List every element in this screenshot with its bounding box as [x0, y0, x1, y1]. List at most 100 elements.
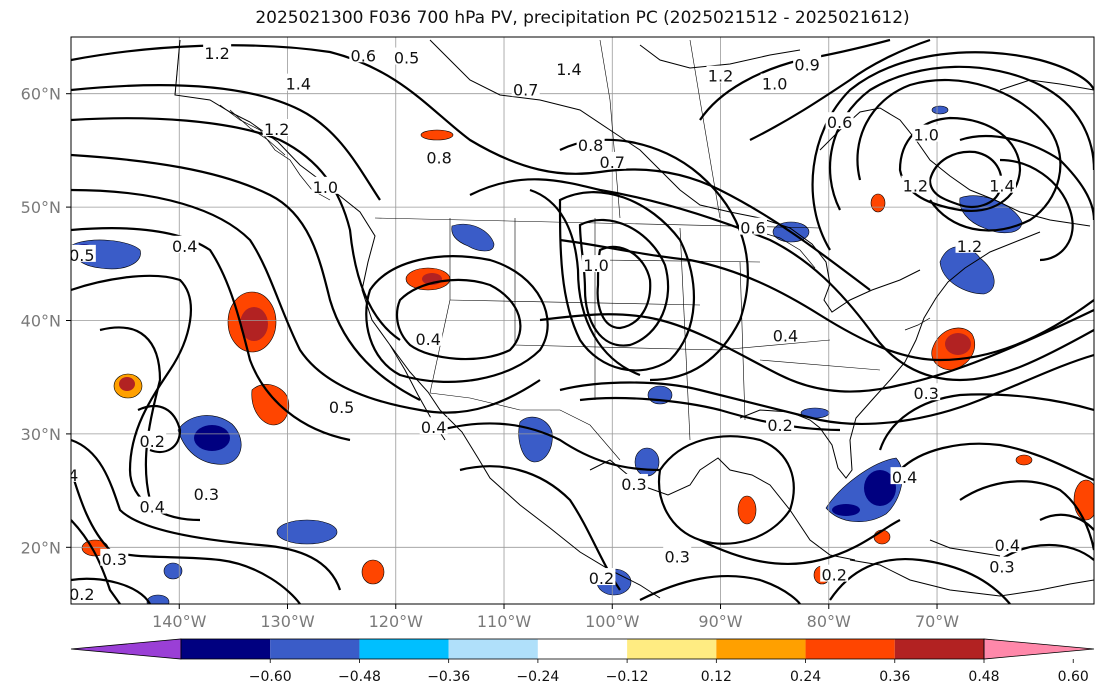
contour-label-bg	[582, 255, 611, 273]
colorbar-extend-low	[70, 638, 182, 660]
contour-label-bg	[192, 484, 221, 502]
pv-contours	[71, 38, 1094, 604]
lon-tick-label: 70°W	[915, 612, 959, 631]
contour-label-bg	[71, 244, 96, 262]
contour-label: 0.3	[664, 548, 689, 567]
longitude-axis: 140°W 130°W 120°W 110°W 100°W 90°W 80°W 70°W	[152, 604, 959, 631]
contour-label-bg	[663, 546, 692, 564]
contour-label-bg	[554, 58, 583, 76]
colorbar-segment	[894, 639, 984, 659]
contour-label-bg	[890, 467, 919, 485]
contour-label-bg	[912, 124, 941, 142]
contour-label-bg	[392, 47, 421, 65]
contour-label: 0.4	[773, 326, 798, 345]
contour-label: 1.0	[583, 256, 608, 275]
precip-blob-negative	[825, 457, 903, 523]
precip-blob-negative	[177, 415, 242, 465]
contour-label: 0.4	[53, 466, 78, 485]
contour-label-bg	[170, 235, 199, 253]
contour-label-bg	[820, 564, 849, 582]
contour-label-bg	[766, 414, 795, 432]
contour-label-bg	[771, 325, 800, 343]
contour-label: 1.2	[708, 67, 733, 86]
contour-label: 0.7	[513, 80, 538, 99]
contour-label: 0.4	[172, 237, 197, 256]
contour-label-bg	[793, 54, 822, 72]
colorbar-segment	[359, 639, 449, 659]
precip-blob-positive	[737, 495, 757, 525]
contour-label: 0.7	[600, 153, 625, 172]
lon-tick-label: 120°W	[369, 612, 424, 631]
contour-label-bg	[706, 65, 735, 83]
precip-blob-positive	[251, 384, 290, 426]
contour-label: 0.2	[767, 416, 792, 435]
colorbar-segment	[448, 639, 538, 659]
contour-label-bg	[419, 417, 448, 435]
lat-tick-label: 30°N	[21, 425, 61, 444]
contour-label: 0.3	[989, 558, 1014, 577]
precip-blob-positive	[227, 291, 277, 353]
lon-tick-label: 110°W	[477, 612, 532, 631]
contour-label: 0.4	[421, 418, 446, 437]
lat-tick-label: 40°N	[21, 312, 61, 331]
contour-label-bg	[587, 568, 616, 586]
contour-label: 0.2	[821, 566, 846, 585]
precip-blob-negative	[931, 105, 949, 115]
contour-label: 0.3	[913, 384, 938, 403]
contour-label: 0.9	[794, 55, 819, 74]
contour-label-bg	[71, 583, 96, 601]
colorbar-label: −0.36	[427, 669, 470, 685]
colorbar: −0.60 −0.48 −0.36 −0.24 −0.12 0.12 0.24 0.36 0.4…	[70, 638, 1095, 685]
contour-label-bg	[987, 556, 1016, 574]
colorbar-segment	[805, 639, 895, 659]
contour-label: 0.8	[578, 136, 603, 155]
contour-label: 0.2	[139, 432, 164, 451]
contour-label-bg	[425, 147, 454, 165]
precip-blob-negative	[146, 594, 170, 604]
contour-label: 0.8	[426, 148, 451, 167]
lon-tick-label: 90°W	[698, 612, 742, 631]
colorbar-label: −0.12	[606, 669, 649, 685]
contour-label-bg	[203, 43, 232, 61]
contour-label: 1.2	[204, 44, 229, 63]
contour-label: 1.0	[313, 178, 338, 197]
colorbar-segment	[270, 639, 360, 659]
colorbar-label: 0.24	[790, 669, 821, 685]
precip-blob-negative	[634, 447, 660, 477]
contour-label-bg	[987, 175, 1016, 193]
contour-label: 1.4	[556, 60, 581, 79]
contour-label: 1.2	[957, 237, 982, 256]
map-title: 2025021300 F036 700 hPa PV, precipitatio…	[255, 8, 910, 28]
lat-tick-label: 60°N	[21, 85, 61, 104]
contour-label: 0.6	[827, 113, 852, 132]
colorbar-frame	[180, 638, 985, 660]
coastal-detail	[219, 104, 931, 331]
contour-label: 0.2	[589, 569, 614, 588]
colorbar-label: 0.60	[1058, 669, 1089, 685]
contour-label-bg	[138, 496, 167, 514]
contour-label-bg	[576, 134, 605, 152]
precip-blob-positive	[361, 559, 385, 585]
precip-blob-negative	[276, 519, 338, 545]
contour-label: 0.4	[892, 468, 917, 487]
contour-label-bg	[598, 151, 627, 169]
colorbar-label: 0.48	[968, 669, 999, 685]
contour-label: 0.3	[102, 550, 127, 569]
colorbar-label: −0.24	[516, 669, 559, 685]
contour-label: 0.6	[740, 219, 765, 238]
lat-tick-label: 50°N	[21, 198, 61, 217]
contour-label: 1.2	[903, 177, 928, 196]
colorbar-segment	[716, 639, 806, 659]
colorbar-label: 0.36	[879, 669, 910, 685]
contour-label: 0.2	[69, 585, 94, 604]
colorbar-segment	[537, 639, 628, 659]
contour-label-bg	[511, 79, 540, 97]
contour-label-bg	[262, 118, 291, 136]
lat-tick-label: 20°N	[21, 538, 61, 557]
contour-label-bg	[619, 473, 648, 491]
coastlines	[174, 39, 1094, 599]
contour-label-bg	[739, 217, 767, 235]
colorbar-label: −0.60	[249, 669, 292, 685]
contour-label: 0.5	[329, 398, 354, 417]
